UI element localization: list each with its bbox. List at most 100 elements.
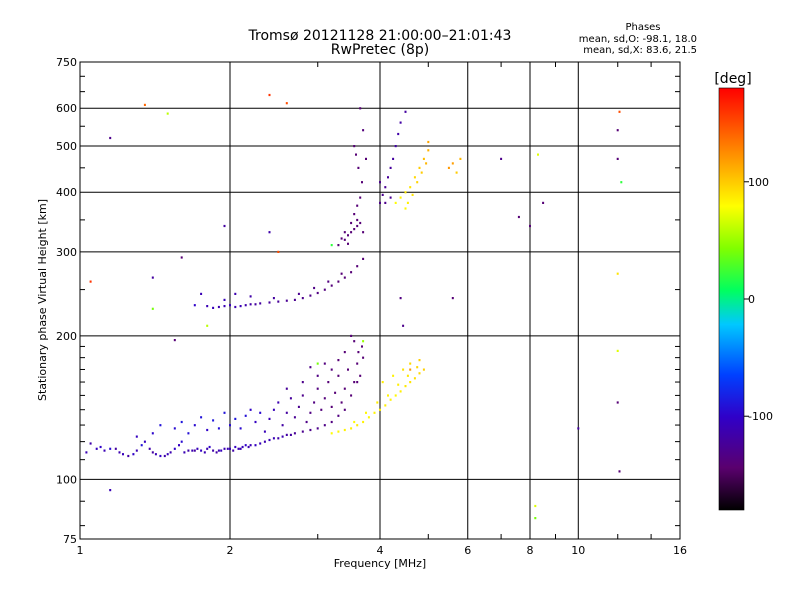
point-o [135, 449, 138, 452]
point-o [337, 414, 340, 417]
point-x [362, 340, 365, 343]
colorbar-label: [deg] [714, 71, 751, 87]
point-o [359, 107, 362, 110]
point-o [350, 271, 353, 274]
point-o [244, 304, 247, 307]
point-o [285, 387, 288, 390]
point-o [379, 201, 381, 204]
point-o [173, 427, 176, 430]
point-o [384, 186, 387, 189]
point-o [180, 256, 183, 259]
point-o [259, 411, 262, 414]
point-o [289, 397, 292, 400]
chart-subtitle: RwPretec (8p) [331, 42, 429, 58]
point-x [616, 272, 619, 275]
point-o [208, 445, 211, 449]
point-x [399, 196, 402, 199]
point-x [418, 359, 421, 362]
point-o [384, 201, 387, 204]
point-o [200, 416, 203, 419]
point-o [379, 181, 381, 184]
y-tick-label: 300 [56, 246, 77, 259]
point-o [301, 297, 304, 300]
point-o [323, 362, 326, 365]
point-o [99, 445, 102, 449]
point-x [367, 416, 370, 419]
colorbar-ticks: 100 0 -100 [744, 176, 773, 423]
point-x [389, 398, 392, 401]
point-o [616, 401, 619, 404]
point-o [151, 276, 154, 279]
point-o [316, 427, 319, 430]
point-x [427, 140, 430, 144]
point-o [343, 238, 346, 241]
point-x [394, 201, 397, 204]
point-x [353, 420, 356, 424]
point-o [309, 411, 312, 414]
point-o [212, 449, 215, 452]
point-o [323, 397, 326, 400]
point-x [427, 149, 430, 152]
point-x [277, 250, 280, 253]
point-x [406, 374, 409, 377]
point-o [327, 381, 330, 384]
point-x [387, 394, 389, 397]
point-x [413, 377, 416, 380]
point-o [616, 129, 619, 132]
y-tick-label: 75 [63, 533, 77, 546]
point-x [409, 186, 412, 189]
point-o [212, 306, 215, 309]
point-x [399, 390, 402, 393]
point-o [285, 433, 288, 436]
point-o [109, 489, 112, 492]
point-x [451, 162, 454, 165]
x-axis-ticks: 1 2 4 6 8 10 16 [77, 62, 687, 557]
point-x [316, 362, 319, 365]
point-o [183, 451, 186, 454]
point-o [163, 454, 166, 458]
point-o [234, 292, 237, 295]
point-x [392, 374, 395, 377]
point-o [289, 433, 292, 436]
point-o [285, 411, 288, 414]
point-o [135, 435, 138, 438]
point-o [402, 324, 405, 327]
point-x [422, 368, 425, 371]
point-o [320, 408, 323, 411]
point-o [337, 244, 340, 247]
point-x [409, 368, 412, 371]
point-o [215, 451, 218, 454]
point-o [316, 387, 319, 390]
point-x [397, 383, 400, 386]
point-o [362, 129, 365, 132]
point-o [196, 447, 199, 450]
point-o [187, 432, 190, 435]
point-x [365, 411, 367, 414]
point-o [140, 444, 143, 447]
point-o [206, 447, 209, 450]
point-o [389, 196, 392, 199]
point-o [143, 440, 146, 443]
point-o [313, 286, 316, 290]
point-o [350, 221, 353, 225]
y-axis-label: Stationary phase Virtual Height [km] [36, 199, 49, 401]
point-o [239, 305, 242, 308]
point-x [425, 162, 428, 165]
point-o [327, 280, 330, 283]
point-o [301, 430, 304, 433]
point-x [394, 394, 397, 397]
point-o [356, 381, 359, 384]
point-x [402, 368, 405, 371]
point-o [387, 176, 389, 179]
point-o [268, 417, 271, 420]
point-o [362, 231, 365, 234]
point-x [616, 349, 619, 352]
point-o [399, 297, 402, 300]
point-o [404, 110, 407, 113]
point-o [206, 305, 209, 308]
point-o [347, 368, 349, 371]
point-o [356, 265, 359, 268]
point-o [259, 302, 262, 305]
point-o [200, 292, 203, 295]
colorbar-tick-label: 100 [748, 176, 769, 189]
